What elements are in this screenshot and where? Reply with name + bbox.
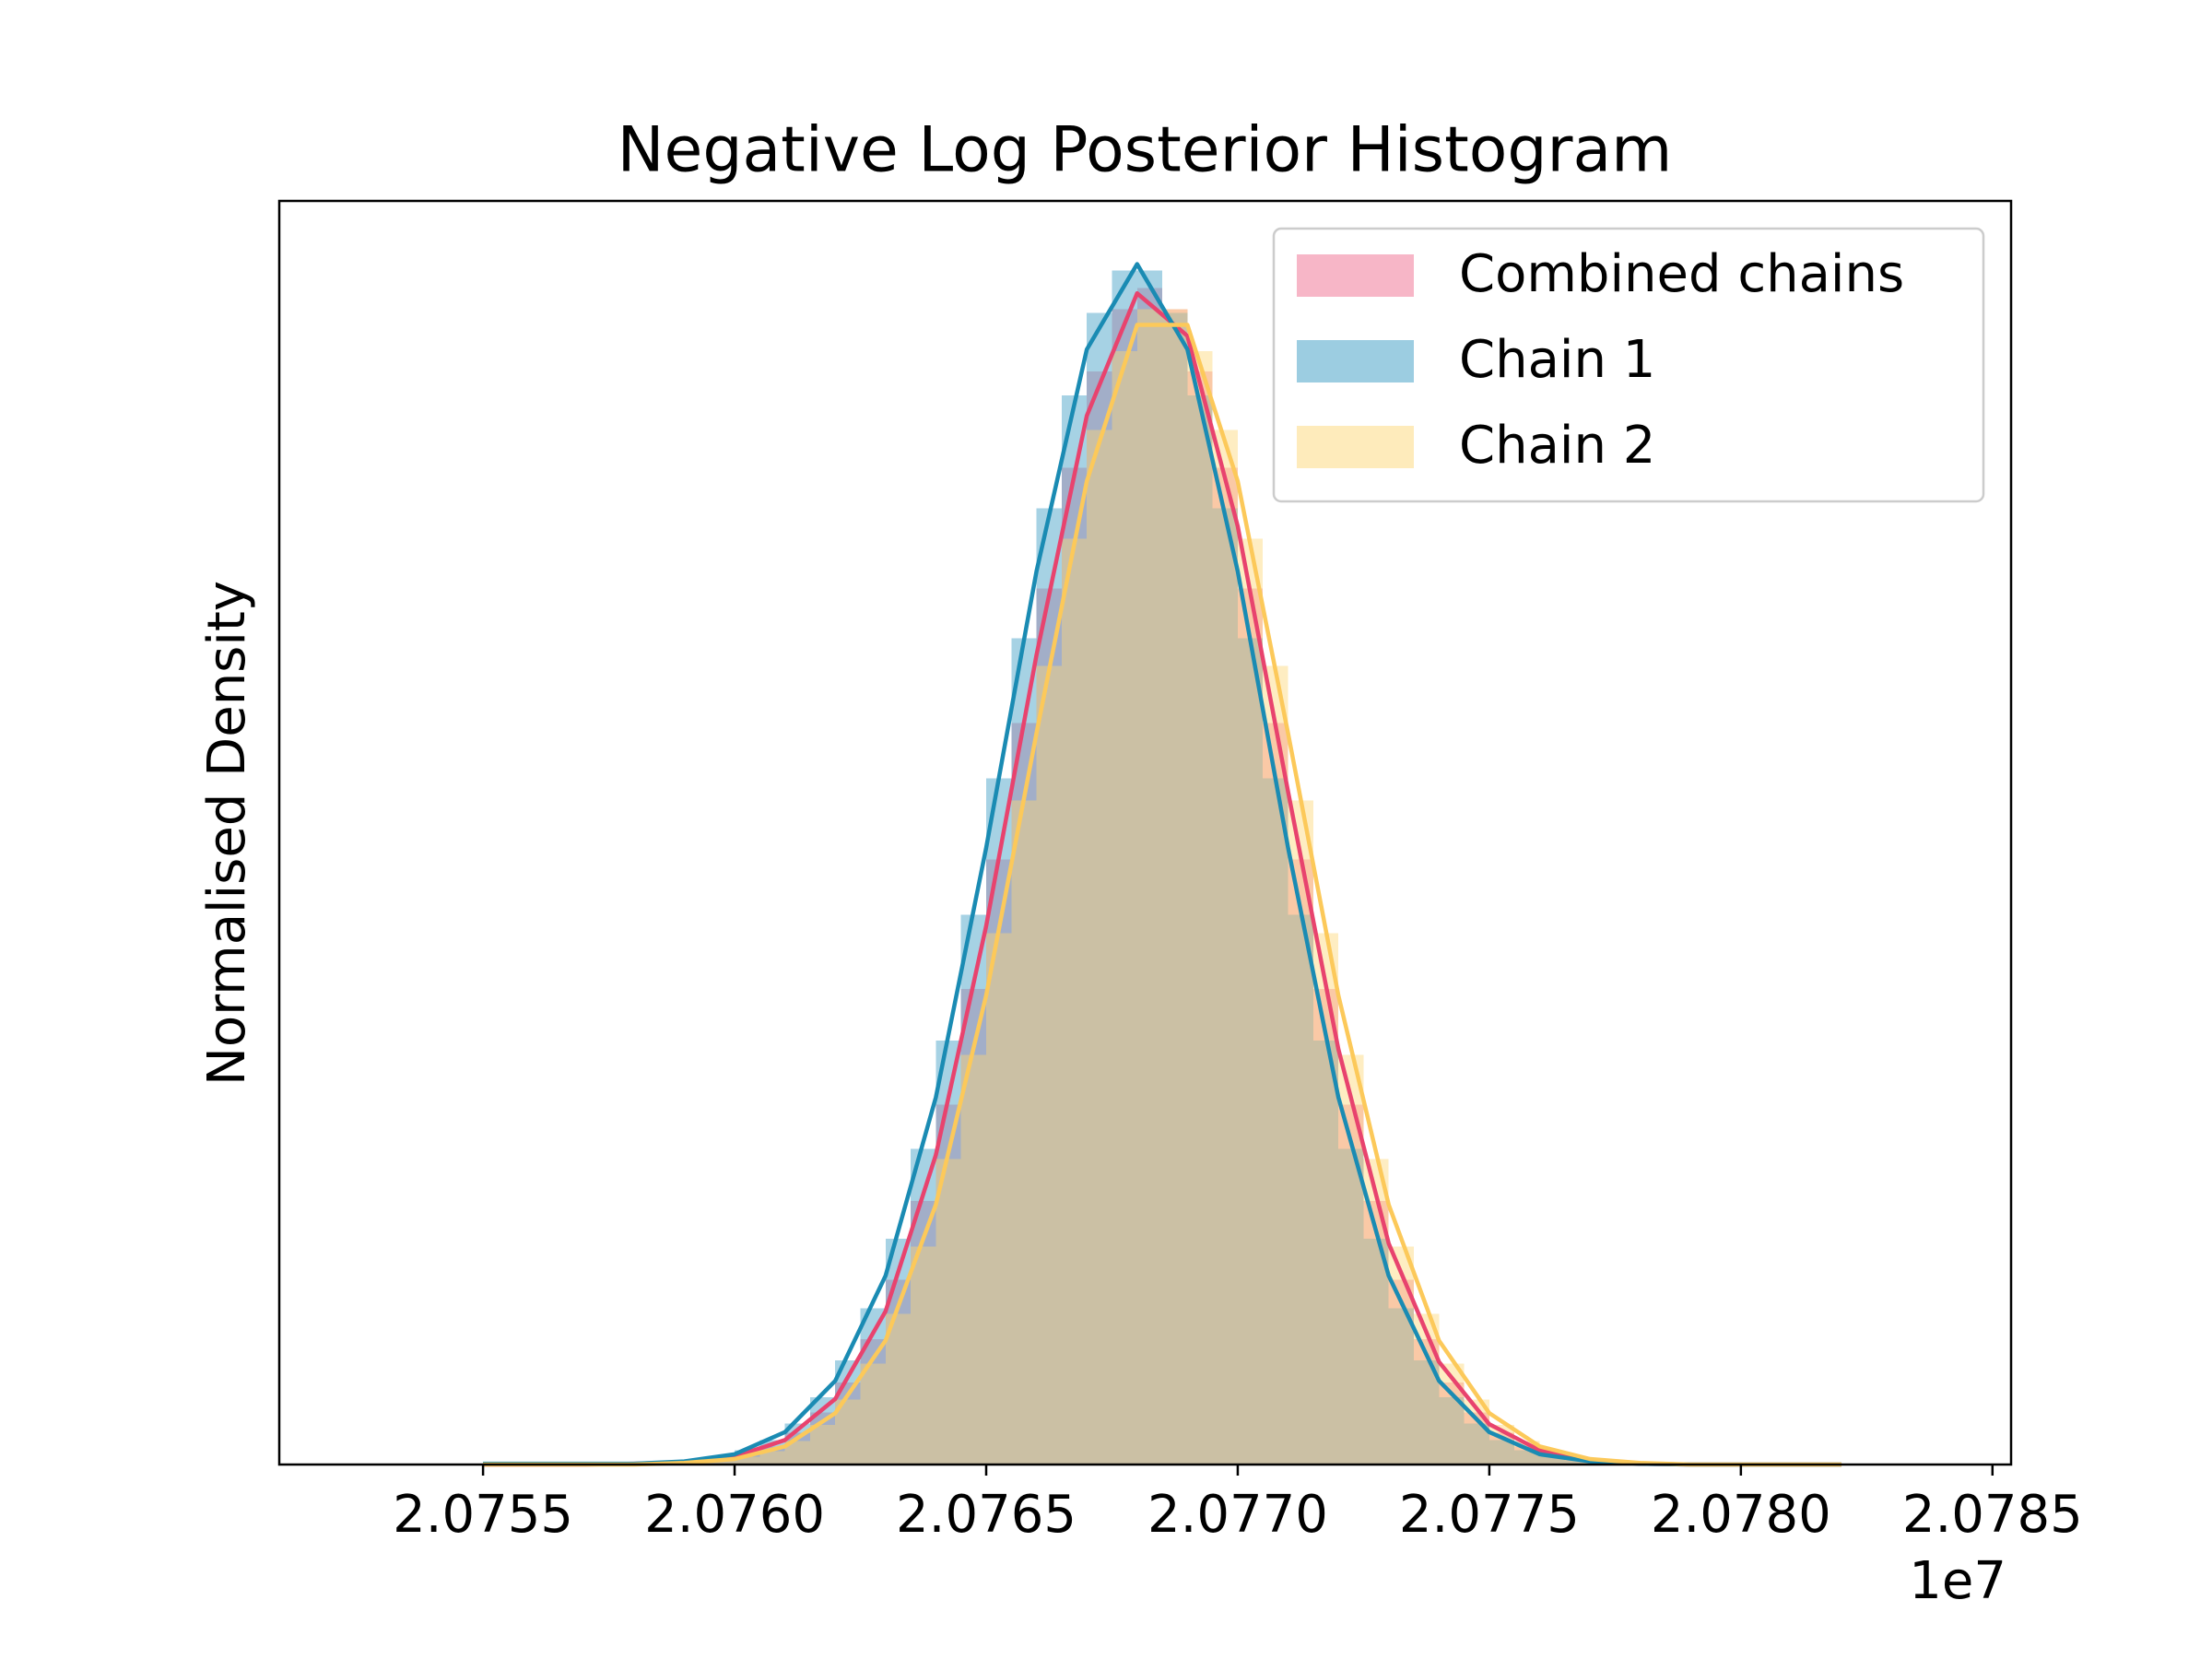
histogram-bar — [1136, 270, 1163, 1465]
x-tick-label: 2.0760 — [644, 1485, 825, 1545]
legend-label: Chain 2 — [1459, 416, 1655, 476]
histogram-bar — [1237, 638, 1264, 1465]
histogram-bar — [1263, 723, 1288, 1465]
histogram-bar — [1312, 933, 1339, 1465]
plot-frame — [277, 199, 2013, 1466]
x-offset-label: 1e7 — [1909, 1551, 2006, 1611]
legend-label: Chain 1 — [1459, 330, 1655, 390]
x-tick-label: 2.0765 — [896, 1485, 1077, 1545]
histogram-bar — [1212, 467, 1238, 1465]
x-tick-label: 2.0775 — [1399, 1485, 1580, 1545]
legend: Combined chains Chain 1 Chain 2 — [1272, 227, 1985, 503]
legend-label: Combined chains — [1459, 244, 1904, 304]
histogram-bar — [1363, 1159, 1389, 1465]
histogram-bar — [960, 1054, 986, 1465]
histogram-bar — [1237, 588, 1264, 1465]
histogram-bar — [1061, 467, 1088, 1465]
histogram-bar — [1564, 1459, 1591, 1465]
histogram-bar — [960, 989, 986, 1465]
histogram-bar — [1212, 508, 1238, 1465]
histogram-bar — [1087, 371, 1112, 1465]
histogram-bar — [935, 1159, 961, 1465]
histogram-bar — [1388, 1308, 1415, 1465]
histogram-bar — [1187, 371, 1213, 1465]
histogram-bar — [1162, 312, 1188, 1465]
histogram-bar — [1011, 800, 1037, 1465]
histogram-bar — [1263, 665, 1288, 1465]
x-tick-label: 2.0785 — [1902, 1485, 2083, 1545]
histogram-bar — [911, 1148, 936, 1465]
histogram-bar — [1162, 309, 1188, 1465]
histogram-bar — [1414, 1338, 1440, 1465]
histogram-bar — [1288, 914, 1313, 1465]
histogram-bar — [709, 1460, 735, 1465]
y-axis-label: Normalised Density — [197, 581, 257, 1086]
histogram-bar — [1112, 350, 1137, 1465]
histogram-bar — [1187, 350, 1213, 1465]
x-tick-label: 2.0770 — [1147, 1485, 1328, 1545]
histogram-bar — [1514, 1450, 1540, 1465]
histogram-bar — [1388, 1279, 1415, 1465]
histogram-bar — [1087, 312, 1112, 1465]
histogram-bar — [809, 1425, 836, 1465]
x-tick-label: 2.0755 — [393, 1485, 573, 1545]
axes: 2.0755 2.0760 2.0765 2.0770 2.0775 2.0780 2.07… — [277, 199, 2083, 1545]
histogram-bar — [1036, 588, 1062, 1465]
legend-swatch — [1297, 340, 1414, 382]
x-tick-label: 2.0780 — [1651, 1485, 1831, 1545]
histogram-bar — [1263, 778, 1288, 1465]
histogram-bar — [1112, 270, 1137, 1465]
histogram-bar — [1414, 1359, 1440, 1465]
legend-swatch — [1297, 426, 1414, 468]
density-line — [483, 323, 1842, 1467]
histogram-bar — [735, 1453, 760, 1465]
histogram-bar — [1363, 1200, 1389, 1465]
histogram-bar — [985, 933, 1012, 1465]
histogram-bar — [1539, 1453, 1565, 1465]
histogram-bar — [1439, 1397, 1465, 1465]
histograms — [633, 270, 1691, 1465]
histogram-bar — [1564, 1460, 1591, 1465]
histogram-bar — [1338, 1148, 1364, 1465]
histogram-bar — [1136, 288, 1163, 1465]
histogram-bar — [935, 1104, 961, 1465]
histogram-bar — [911, 1200, 936, 1465]
histogram-bar — [860, 1363, 886, 1465]
legend-swatch — [1297, 254, 1414, 297]
histogram-bar — [1061, 394, 1088, 1465]
histogram-bar — [985, 859, 1012, 1465]
histogram-bar — [1087, 429, 1112, 1465]
histogram-bar — [1312, 1040, 1339, 1465]
chart-title: Negative Log Posterior Histogram — [618, 114, 1673, 187]
histogram-bar — [1112, 309, 1137, 1465]
histogram-bar — [1539, 1456, 1565, 1465]
histogram-bar — [1061, 538, 1088, 1465]
histogram-bar — [1136, 309, 1163, 1465]
histogram-bar — [885, 1313, 912, 1465]
histogram-bar — [1363, 1238, 1389, 1465]
density-lines — [483, 262, 1842, 1467]
histogram-bar — [1162, 309, 1188, 1465]
histogram-bar — [1212, 429, 1238, 1465]
histogram-bar — [1488, 1440, 1515, 1465]
histogram-bar — [735, 1456, 760, 1465]
legend-box — [1272, 227, 1985, 503]
histogram-bar — [1187, 394, 1213, 1465]
histogram-bar — [911, 1246, 936, 1465]
histogram-bar — [1036, 665, 1062, 1465]
histogram-bar — [759, 1451, 785, 1465]
